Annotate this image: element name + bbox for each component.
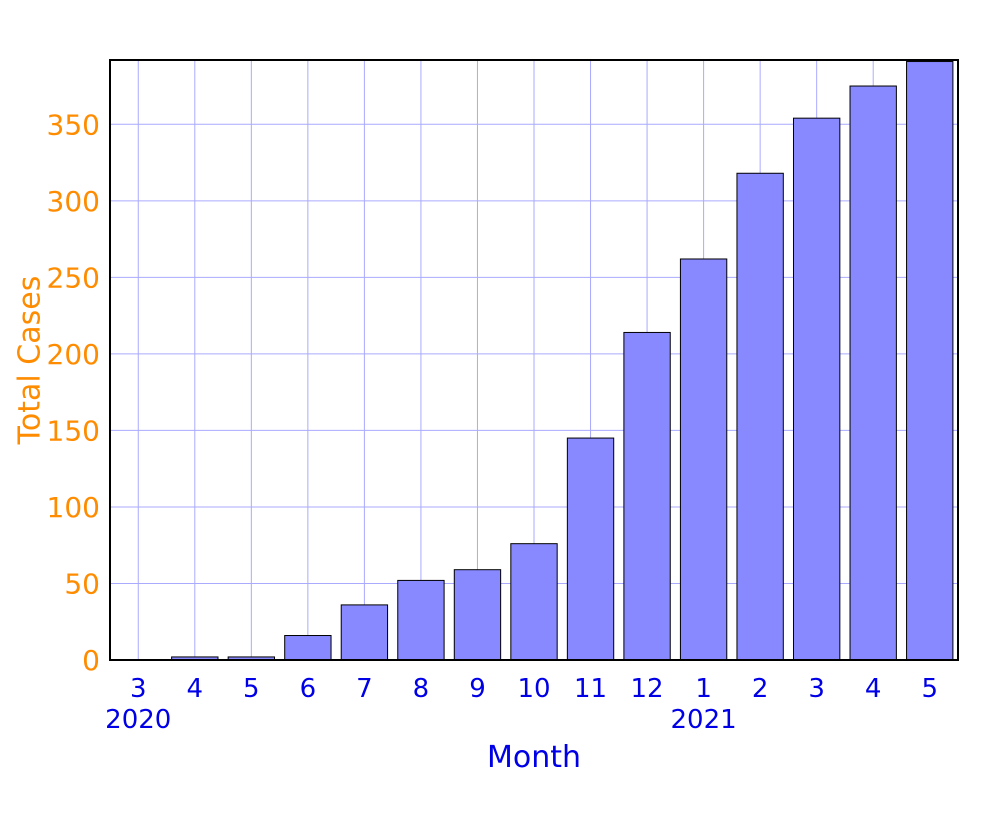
bar [736,172,784,661]
x-tick-labels: 3 4 5 6 7 8 9 10 11 12 1 2 3 4 5 [130,674,938,704]
x-tick-label: 5 [921,674,938,704]
x-tick-label: 4 [187,674,204,704]
x-axis-title: Month [487,740,581,775]
x-tick-label: 11 [574,674,607,704]
bar [340,604,389,661]
year-label: 2021 [671,705,737,735]
x-tick-label: 6 [300,674,317,704]
year-label: 2020 [105,705,171,735]
y-tick-label: 250 [47,261,100,294]
x-tick-label: 5 [243,674,260,704]
y-axis-title: Total Cases [13,276,48,446]
x-tick-label: 1 [695,674,712,704]
y-tick-label: 50 [64,567,100,600]
bar [906,61,954,661]
x-tick-label: 4 [865,674,882,704]
bar [623,331,671,661]
y-tick-label: 200 [47,338,100,371]
y-tick-label: 100 [47,491,100,524]
bar [284,635,332,661]
bars [171,61,954,661]
x-tick-label: 10 [517,674,550,704]
y-tick-label: 350 [47,108,100,141]
bar [849,85,897,661]
x-tick-label: 2 [752,674,769,704]
bar [792,117,841,661]
bar [679,258,728,661]
y-tick-label: 300 [47,185,100,218]
x-tick-label: 9 [469,674,486,704]
bar [510,543,558,661]
y-tick-label: 150 [47,414,100,447]
y-tick-label: 0 [82,644,100,677]
x-tick-label: 7 [356,674,373,704]
x-tick-label: 12 [631,674,664,704]
x-tick-label: 8 [413,674,430,704]
y-tick-labels: 0 50 100 150 200 250 300 350 [47,108,100,677]
bar [397,579,445,661]
plot-frame [109,59,959,661]
bar [453,569,502,661]
x-tick-label: 3 [808,674,825,704]
x-tick-label: 3 [130,674,147,704]
bar [566,437,615,661]
year-labels: 2020 2021 [105,705,737,735]
